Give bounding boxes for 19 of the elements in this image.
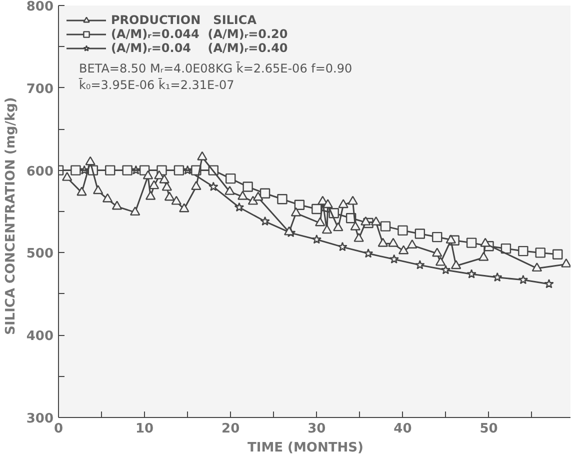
y-tick-label: 300 (26, 412, 54, 426)
y-tick-label: 500 (26, 246, 54, 262)
annotation: BETA=8.50 Mᵣ=4.0E08KG k̄=2.65E-06 f=0.90 (78, 61, 352, 76)
annotation: k̄₀=3.95E-06 k̄₁=2.31E-07 (78, 78, 234, 92)
y-tick-label: 600 (26, 164, 54, 180)
x-tick-label: 30 (308, 422, 326, 436)
x-tick-label: 50 (480, 422, 498, 436)
y-tick-label: 700 (26, 82, 54, 97)
legend-label: (A/M)ᵣ=0.04 (A/M)ᵣ=0.40 (111, 41, 288, 55)
x-tick-label: 0 (54, 422, 64, 436)
x-axis-title: TIME (MONTHS) (247, 440, 364, 456)
legend-label: (A/M)ᵣ=0.044 (A/M)ᵣ=0.20 (111, 27, 288, 41)
x-tick-label: 10 (136, 422, 154, 436)
y-tick-label: 800 (26, 0, 54, 14)
x-tick-label: 20 (222, 422, 240, 436)
y-tick-label: 400 (26, 329, 54, 344)
legend-label: PRODUCTION SILICA (111, 13, 256, 27)
y-axis-title: SILICA CONCENTRATION (mg/kg) (3, 97, 18, 335)
x-tick-label: 40 (394, 422, 412, 436)
